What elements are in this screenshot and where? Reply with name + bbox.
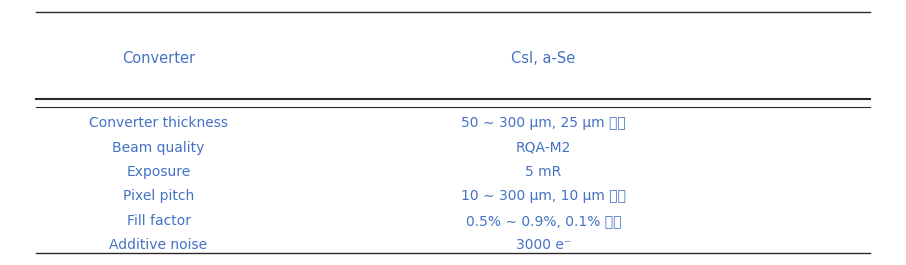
Text: Exposure: Exposure bbox=[127, 165, 190, 179]
Text: Converter thickness: Converter thickness bbox=[89, 116, 228, 130]
Text: Beam quality: Beam quality bbox=[112, 141, 205, 154]
Text: Fill factor: Fill factor bbox=[127, 214, 190, 228]
Text: Converter: Converter bbox=[122, 51, 195, 66]
Text: 3000 e⁻: 3000 e⁻ bbox=[516, 238, 571, 252]
Text: 5 mR: 5 mR bbox=[525, 165, 562, 179]
Text: CsI, a-Se: CsI, a-Se bbox=[512, 51, 575, 66]
Text: Pixel pitch: Pixel pitch bbox=[123, 189, 194, 203]
Text: Additive noise: Additive noise bbox=[110, 238, 207, 252]
Text: 50 ∼ 300 μm, 25 μm 간격: 50 ∼ 300 μm, 25 μm 간격 bbox=[461, 116, 626, 130]
Text: 0.5% ∼ 0.9%, 0.1% 간격: 0.5% ∼ 0.9%, 0.1% 간격 bbox=[466, 214, 622, 228]
Text: RQA-M2: RQA-M2 bbox=[516, 141, 572, 154]
Text: 10 ∼ 300 μm, 10 μm 간격: 10 ∼ 300 μm, 10 μm 간격 bbox=[461, 189, 626, 203]
